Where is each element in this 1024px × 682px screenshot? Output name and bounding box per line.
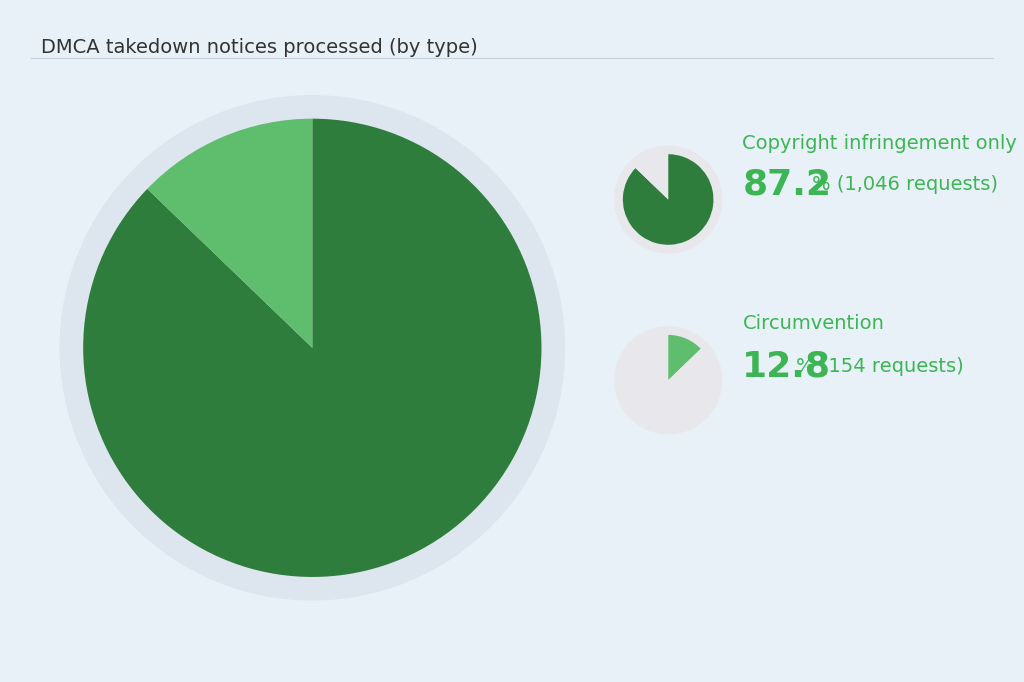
Wedge shape bbox=[623, 154, 714, 245]
Circle shape bbox=[60, 95, 564, 600]
Text: 12.8: 12.8 bbox=[742, 350, 831, 384]
Text: Copyright infringement only: Copyright infringement only bbox=[742, 134, 1017, 153]
Text: % (1,046 requests): % (1,046 requests) bbox=[812, 175, 998, 194]
Wedge shape bbox=[668, 335, 700, 381]
Wedge shape bbox=[623, 335, 714, 426]
Wedge shape bbox=[147, 119, 312, 348]
Text: % (154 requests): % (154 requests) bbox=[796, 357, 964, 376]
Circle shape bbox=[614, 146, 722, 253]
Wedge shape bbox=[636, 154, 669, 200]
Text: 87.2: 87.2 bbox=[742, 167, 831, 201]
Circle shape bbox=[614, 327, 722, 434]
Text: DMCA takedown notices processed (by type): DMCA takedown notices processed (by type… bbox=[41, 38, 478, 57]
Text: Circumvention: Circumvention bbox=[742, 314, 885, 333]
Wedge shape bbox=[83, 119, 542, 577]
